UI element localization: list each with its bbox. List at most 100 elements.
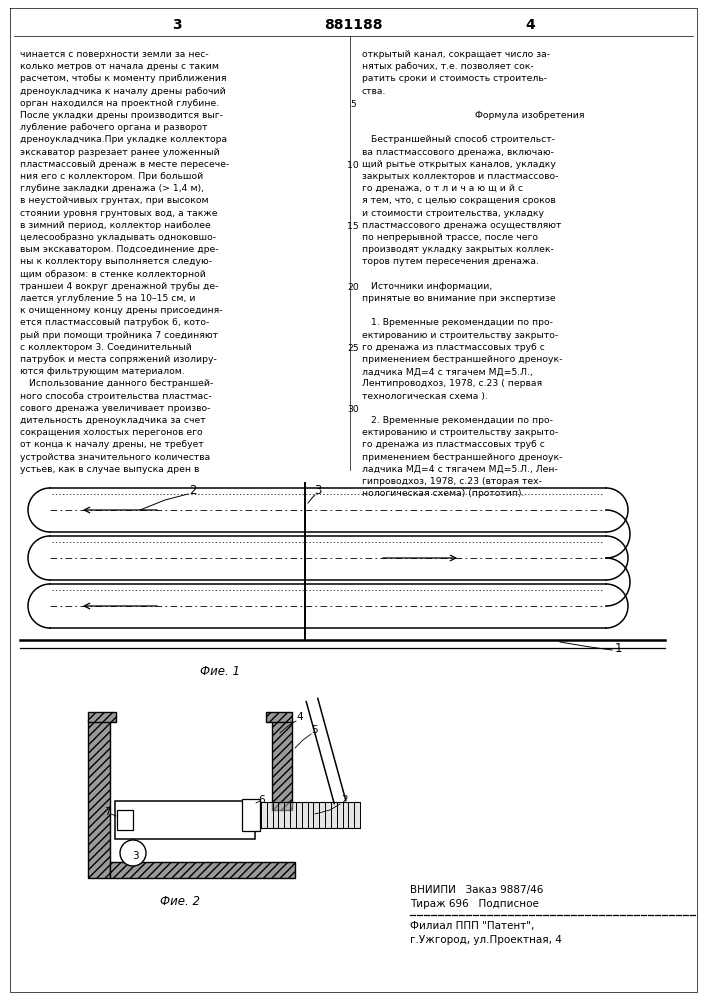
Text: 5: 5	[312, 725, 318, 735]
Text: по непрерывной трассе, после чего: по непрерывной трассе, после чего	[362, 233, 538, 242]
Text: орган находился на проектной глубине.: орган находился на проектной глубине.	[20, 99, 219, 108]
Text: г.Ужгород, ул.Проектная, 4: г.Ужгород, ул.Проектная, 4	[410, 935, 562, 945]
Text: 4: 4	[525, 18, 535, 32]
Text: ются фильтрующим материалом.: ются фильтрующим материалом.	[20, 367, 185, 376]
Text: применением бестраншейного дреноук-: применением бестраншейного дреноук-	[362, 453, 563, 462]
Text: сокращения холостых перегонов его: сокращения холостых перегонов его	[20, 428, 203, 437]
Text: торов путем пересечения дренажа.: торов путем пересечения дренажа.	[362, 257, 539, 266]
Text: гипроводхоз, 1978, с.23 (вторая тех-: гипроводхоз, 1978, с.23 (вторая тех-	[362, 477, 542, 486]
Text: целесообразно укладывать одноковшо-: целесообразно укладывать одноковшо-	[20, 233, 216, 242]
Text: Лентипроводхоз, 1978, с.23 ( первая: Лентипроводхоз, 1978, с.23 ( первая	[362, 379, 542, 388]
Text: 3: 3	[173, 18, 182, 32]
Text: 5: 5	[350, 100, 356, 109]
Text: патрубок и места сопряжений изолиру-: патрубок и места сопряжений изолиру-	[20, 355, 217, 364]
Text: ектированию и строительству закрыто-: ектированию и строительству закрыто-	[362, 331, 559, 340]
Text: сового дренажа увеличивает произво-: сового дренажа увеличивает произво-	[20, 404, 211, 413]
Text: дреноукладчика к началу дрены рабочий: дреноукладчика к началу дрены рабочий	[20, 87, 226, 96]
Text: технологическая схема ).: технологическая схема ).	[362, 392, 488, 401]
Text: 30: 30	[347, 405, 359, 414]
Text: Филиал ППП "Патент",: Филиал ППП "Патент",	[410, 921, 534, 931]
Text: ства.: ства.	[362, 87, 386, 96]
Text: экскаватор разрезает ранее уложенный: экскаватор разрезает ранее уложенный	[20, 148, 220, 157]
Text: ния его с коллектором. При большой: ния его с коллектором. При большой	[20, 172, 203, 181]
Text: пластмассового дренажа осуществляют: пластмассового дренажа осуществляют	[362, 221, 561, 230]
Bar	[272, 720, 292, 810]
Text: и стоимости строительства, укладку: и стоимости строительства, укладку	[362, 209, 544, 218]
Text: принятые во внимание при экспертизе: принятые во внимание при экспертизе	[362, 294, 556, 303]
Text: пластмассовый дренаж в месте пересече-: пластмассовый дренаж в месте пересече-	[20, 160, 229, 169]
Text: ратить сроки и стоимость строитель-: ратить сроки и стоимость строитель-	[362, 74, 547, 83]
Text: рый при помощи тройника 7 соединяют: рый при помощи тройника 7 соединяют	[20, 331, 218, 340]
Text: ектированию и строительству закрыто-: ектированию и строительству закрыто-	[362, 428, 559, 437]
Text: дреноукладчика.При укладке коллектора: дреноукладчика.При укладке коллектора	[20, 135, 227, 144]
Ellipse shape	[120, 840, 146, 866]
Text: ладчика МД=4 с тягачем МД=5.Л., Лен-: ладчика МД=4 с тягачем МД=5.Л., Лен-	[362, 465, 558, 474]
Text: го дренажа из пластмассовых труб с: го дренажа из пластмассовых труб с	[362, 343, 545, 352]
Text: от конца к началу дрены, не требует: от конца к началу дрены, не требует	[20, 440, 204, 449]
Text: После укладки дрены производится выг-: После укладки дрены производится выг-	[20, 111, 223, 120]
Text: применением бестраншейного дреноук-: применением бестраншейного дреноук-	[362, 355, 563, 364]
Text: устройства значительного количества: устройства значительного количества	[20, 453, 210, 462]
Text: Тираж 696   Подписное: Тираж 696 Подписное	[410, 899, 539, 909]
Text: щий рытье открытых каналов, укладку: щий рытье открытых каналов, укладку	[362, 160, 556, 169]
Text: 2: 2	[189, 484, 197, 496]
Text: 10: 10	[347, 161, 359, 170]
Text: нологическая схема) (прототип).: нологическая схема) (прототип).	[362, 489, 525, 498]
Bar	[88, 712, 116, 722]
Text: открытый канал, сокращает число за-: открытый канал, сокращает число за-	[362, 50, 550, 59]
Text: ется пластмассовый патрубок 6, кото-: ется пластмассовый патрубок 6, кото-	[20, 318, 209, 327]
Text: 20: 20	[347, 283, 359, 292]
Text: к очищенному концу дрены присоединя-: к очищенному концу дрены присоединя-	[20, 306, 223, 315]
Bar	[266, 712, 292, 722]
Bar	[115, 801, 255, 839]
Text: 3: 3	[315, 484, 322, 496]
Text: ва пластмассового дренажа, включаю-: ва пластмассового дренажа, включаю-	[362, 148, 554, 157]
Text: вым экскаватором. Подсоединение дре-: вым экскаватором. Подсоединение дре-	[20, 245, 218, 254]
Text: глубине закладки дренажа (> 1,4 м),: глубине закладки дренажа (> 1,4 м),	[20, 184, 204, 193]
Text: дительность дреноукладчика за счет: дительность дреноукладчика за счет	[20, 416, 206, 425]
Text: 4: 4	[297, 712, 303, 722]
Bar	[242, 799, 260, 831]
Bar	[110, 720, 295, 862]
Text: я тем, что, с целью сокращения сроков: я тем, что, с целью сокращения сроков	[362, 196, 556, 205]
Text: Формула изобретения: Формула изобретения	[475, 111, 585, 120]
Text: 15: 15	[347, 222, 359, 231]
Text: 6: 6	[259, 795, 265, 805]
Text: го дренажа из пластмассовых труб с: го дренажа из пластмассовых труб с	[362, 440, 545, 449]
Text: Фие. 1: Фие. 1	[200, 665, 240, 678]
Text: в зимний период, коллектор наиболее: в зимний период, коллектор наиболее	[20, 221, 211, 230]
Text: 2: 2	[341, 795, 349, 805]
Text: го дренажа, о т л и ч а ю щ и й с: го дренажа, о т л и ч а ю щ и й с	[362, 184, 523, 193]
Text: Использование данного бестраншей-: Использование данного бестраншей-	[20, 379, 214, 388]
Text: производят укладку закрытых коллек-: производят укладку закрытых коллек-	[362, 245, 554, 254]
Text: 7: 7	[104, 807, 110, 817]
Text: 25: 25	[347, 344, 359, 353]
Text: Бестраншейный способ строительст-: Бестраншейный способ строительст-	[362, 135, 555, 144]
Text: ного способа строительства пластмас-: ного способа строительства пластмас-	[20, 392, 212, 401]
Text: ВНИИПИ   Заказ 9887/46: ВНИИПИ Заказ 9887/46	[410, 885, 544, 895]
Text: расчетом, чтобы к моменту приближения: расчетом, чтобы к моменту приближения	[20, 74, 226, 83]
Text: 3: 3	[132, 851, 139, 861]
Text: с коллектором 3. Соединительный: с коллектором 3. Соединительный	[20, 343, 192, 352]
Text: 881188: 881188	[324, 18, 382, 32]
Text: 2. Временные рекомендации по про-: 2. Временные рекомендации по про-	[362, 416, 553, 425]
Text: щим образом: в стенке коллекторной: щим образом: в стенке коллекторной	[20, 270, 206, 279]
Text: Фие. 2: Фие. 2	[160, 895, 200, 908]
Text: ладчика МД=4 с тягачем МД=5.Л.,: ладчика МД=4 с тягачем МД=5.Л.,	[362, 367, 533, 376]
Text: Источники информации,: Источники информации,	[362, 282, 492, 291]
Bar	[88, 720, 110, 878]
Text: лубление рабочего органа и разворот: лубление рабочего органа и разворот	[20, 123, 207, 132]
Text: стоянии уровня грунтовых вод, а также: стоянии уровня грунтовых вод, а также	[20, 209, 218, 218]
Text: 1: 1	[614, 643, 621, 656]
Text: 1. Временные рекомендации по про-: 1. Временные рекомендации по про-	[362, 318, 553, 327]
Text: колько метров от начала дрены с таким: колько метров от начала дрены с таким	[20, 62, 219, 71]
Text: нятых рабочих, т.е. позволяет сок-: нятых рабочих, т.е. позволяет сок-	[362, 62, 534, 71]
Text: устьев, как в случае выпуска дрен в: устьев, как в случае выпуска дрен в	[20, 465, 199, 474]
Text: траншеи 4 вокруг дренажной трубы де-: траншеи 4 вокруг дренажной трубы де-	[20, 282, 218, 291]
Bar	[117, 810, 133, 830]
Text: в неустойчивых грунтах, при высоком: в неустойчивых грунтах, при высоком	[20, 196, 209, 205]
Text: чинается с поверхности земли за нес-: чинается с поверхности земли за нес-	[20, 50, 209, 59]
Bar	[110, 862, 295, 878]
Text: ны к коллектору выполняется следую-: ны к коллектору выполняется следую-	[20, 257, 212, 266]
Text: закрытых коллекторов и пластмассово-: закрытых коллекторов и пластмассово-	[362, 172, 559, 181]
